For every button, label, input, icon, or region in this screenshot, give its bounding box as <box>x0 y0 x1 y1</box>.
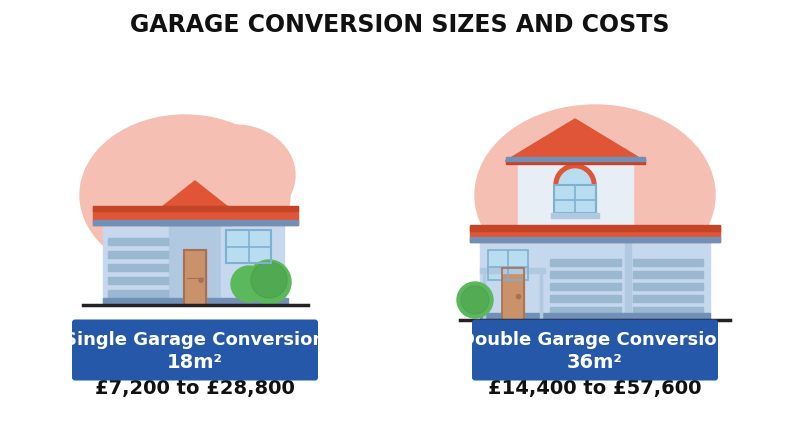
Bar <box>184 250 206 305</box>
Circle shape <box>457 282 493 318</box>
Bar <box>102 298 287 305</box>
Bar <box>633 271 703 278</box>
Bar <box>506 157 645 161</box>
Bar <box>93 220 298 225</box>
Bar <box>550 259 621 266</box>
Polygon shape <box>162 181 228 207</box>
Text: £7,200 to £28,800: £7,200 to £28,800 <box>95 378 295 397</box>
Bar <box>554 185 596 213</box>
Bar <box>107 290 167 297</box>
Bar <box>633 307 703 314</box>
Bar <box>226 230 271 263</box>
Bar <box>159 220 231 225</box>
Bar <box>502 268 523 320</box>
Bar <box>480 242 545 320</box>
Circle shape <box>247 260 291 304</box>
Bar <box>506 159 645 164</box>
FancyBboxPatch shape <box>472 319 718 381</box>
Bar <box>551 213 599 218</box>
Bar <box>498 330 526 335</box>
Bar <box>502 268 523 320</box>
Bar <box>169 207 221 305</box>
Bar <box>470 237 720 242</box>
Text: Single Garage Conversion: Single Garage Conversion <box>65 331 326 349</box>
Circle shape <box>517 295 521 299</box>
Wedge shape <box>554 164 596 185</box>
Bar <box>625 242 630 320</box>
Bar <box>633 283 703 290</box>
Bar <box>226 230 271 263</box>
Bar <box>518 161 633 226</box>
Bar <box>162 206 228 210</box>
Bar <box>495 325 530 330</box>
Bar <box>493 320 533 325</box>
Bar <box>550 271 621 278</box>
Text: 18m²: 18m² <box>167 352 223 371</box>
Circle shape <box>251 262 287 298</box>
Bar <box>107 264 167 271</box>
Bar <box>545 242 710 320</box>
Polygon shape <box>93 207 298 225</box>
Text: £14,400 to £57,600: £14,400 to £57,600 <box>488 378 702 397</box>
Bar <box>554 185 596 213</box>
Text: GARAGE CONVERSION SIZES AND COSTS: GARAGE CONVERSION SIZES AND COSTS <box>130 13 670 37</box>
Bar <box>480 313 710 320</box>
Bar <box>488 250 528 280</box>
Bar <box>480 268 545 273</box>
Wedge shape <box>559 169 591 185</box>
Bar <box>107 251 167 258</box>
Bar <box>102 225 173 305</box>
FancyBboxPatch shape <box>72 319 318 381</box>
Bar <box>488 250 528 280</box>
Ellipse shape <box>115 125 215 205</box>
Text: 36m²: 36m² <box>567 352 623 371</box>
Bar <box>470 225 720 231</box>
Bar <box>633 259 703 266</box>
Circle shape <box>199 278 203 282</box>
Bar <box>550 283 621 290</box>
Bar <box>550 307 621 314</box>
Ellipse shape <box>480 145 590 235</box>
Bar <box>221 225 284 305</box>
Bar <box>550 295 621 302</box>
Ellipse shape <box>80 115 290 275</box>
Ellipse shape <box>585 130 705 230</box>
Bar <box>633 295 703 302</box>
Bar <box>470 226 720 242</box>
Bar <box>184 250 206 305</box>
Circle shape <box>231 266 267 302</box>
Circle shape <box>461 286 489 314</box>
Bar <box>93 206 298 211</box>
Text: Double Garage Conversion: Double Garage Conversion <box>460 331 730 349</box>
Ellipse shape <box>175 125 295 225</box>
Bar <box>107 277 167 284</box>
Polygon shape <box>506 119 645 161</box>
Bar <box>107 238 167 245</box>
Ellipse shape <box>475 105 715 285</box>
